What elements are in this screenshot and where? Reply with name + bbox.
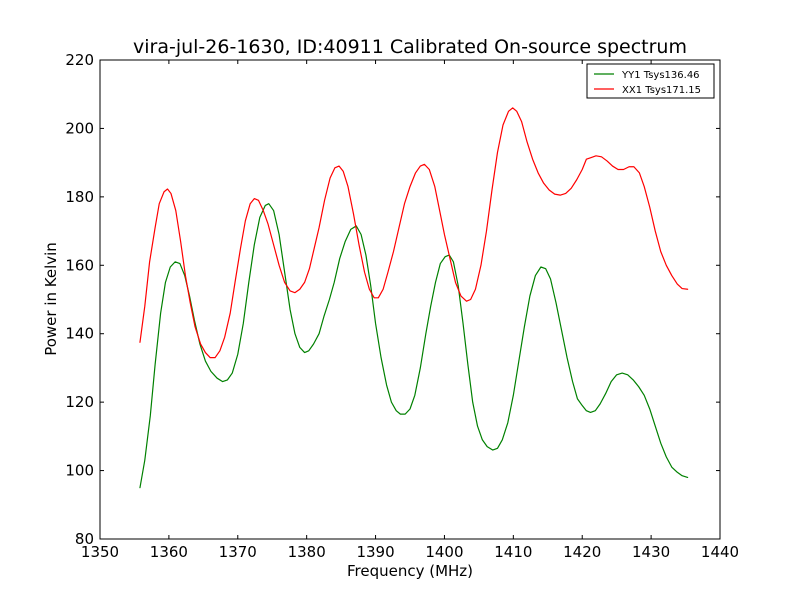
y-tick-label: 100 (65, 462, 94, 480)
x-axis-label: Frequency (MHz) (347, 562, 473, 580)
x-tick-label: 1430 (632, 543, 670, 561)
x-tick-label: 1390 (356, 543, 394, 561)
x-tick-label: 1420 (563, 543, 601, 561)
legend: YY1 Tsys136.46 XX1 Tsys171.15 (586, 63, 715, 99)
chart-title: vira-jul-26-1630, ID:40911 Calibrated On… (133, 36, 687, 58)
y-axis-label: Power in Kelvin (42, 242, 60, 356)
y-tick-label: 220 (65, 51, 94, 69)
legend-box (586, 63, 715, 99)
y-tick-label: 180 (65, 188, 94, 206)
x-tick-label: 1380 (288, 543, 326, 561)
x-tick-label: 1360 (150, 543, 188, 561)
y-tick-label: 140 (65, 325, 94, 343)
x-tick-label: 1350 (81, 543, 119, 561)
x-tick-label: 1400 (425, 543, 463, 561)
legend-label-yy1: YY1 Tsys136.46 (621, 70, 700, 81)
series-line-xx1 (139, 107, 689, 359)
y-tick-label: 160 (65, 256, 94, 274)
series-line-yy1 (139, 203, 689, 489)
series-layer (139, 107, 689, 489)
x-tick-label: 1410 (494, 543, 532, 561)
x-tick-label: 1370 (219, 543, 257, 561)
y-tick-label: 120 (65, 393, 94, 411)
y-tick-label: 200 (65, 119, 94, 137)
x-tick-label: 1440 (701, 543, 739, 561)
legend-label-xx1: XX1 Tsys171.15 (622, 85, 701, 96)
y-axis: 80 100 120 140 160 180 200 220 (65, 51, 720, 548)
plot-area (100, 60, 720, 539)
x-axis: 1350 1360 1370 1380 1390 1400 1410 1420 1430 1440 (81, 60, 739, 561)
plot-frame (99, 59, 721, 540)
y-tick-label: 80 (75, 530, 94, 548)
